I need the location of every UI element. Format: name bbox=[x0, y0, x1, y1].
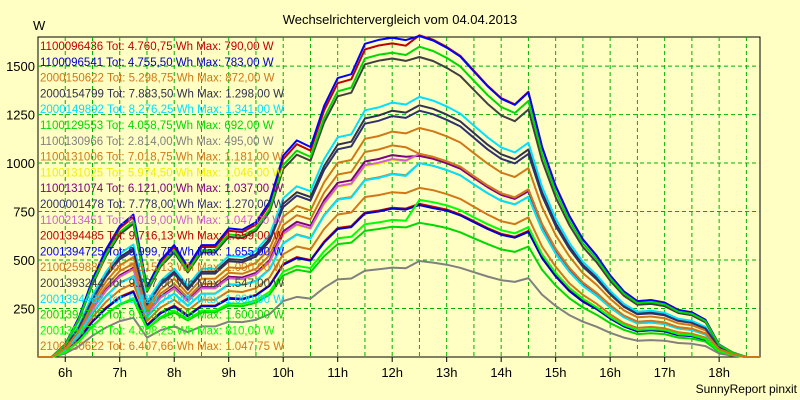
legend-entry-19: 2001394763 Tot: 4.808,25 Wh Max: 810,00 … bbox=[40, 325, 275, 337]
series-line-19 bbox=[38, 198, 760, 358]
series-line-20 bbox=[38, 144, 760, 358]
x-tick-label: 11h bbox=[327, 365, 348, 380]
x-tick-label: 6h bbox=[58, 365, 72, 380]
x-tick-label: 12h bbox=[381, 365, 403, 380]
series-line-17 bbox=[38, 162, 760, 358]
x-tick-label: 9h bbox=[221, 365, 235, 380]
legend-entry-2: 1100096541 Tot: 4.755,50 Wh Max: 783,00 … bbox=[40, 57, 274, 69]
x-tick-label: 10h bbox=[272, 365, 294, 380]
legend-entry-17: 2001394488 Tot: 5.480,75 Wh Max: 1.000,0… bbox=[40, 294, 284, 306]
legend-entry-4: 2000154799 Tot: 7.883,50 Wh Max: 1.298,0… bbox=[40, 88, 284, 100]
y-tick-label: 250 bbox=[13, 302, 35, 317]
legend-entry-8: 1100131006 Tot: 7.018,75 Wh Max: 1.181,0… bbox=[40, 152, 283, 164]
y-tick-label: 1000 bbox=[6, 156, 35, 171]
legend-entry-16: 2001393244 Tot: 9.237,00 Wh Max: 1.547,0… bbox=[40, 278, 284, 290]
legend-entry-18: 2001394745 Tot: 9.523,25 Wh Max: 1.600,0… bbox=[40, 310, 284, 322]
series-line-8 bbox=[38, 127, 760, 358]
series-line-11 bbox=[38, 109, 760, 358]
x-tick-label: 13h bbox=[436, 365, 458, 380]
y-tick-label: 1500 bbox=[6, 59, 35, 74]
y-tick-label: 500 bbox=[13, 253, 35, 268]
legend-entry-10: 1100131074 Tot: 6.121,00 Wh Max: 1.037,0… bbox=[40, 183, 283, 195]
legend-entry-3: 2000150622 Tot: 5.298,75 Wh Max: 872,00 … bbox=[40, 73, 275, 85]
legend-entry-15: 2100259887 Tot: 5.515,13 Wh Max: 1.000,0… bbox=[40, 262, 284, 274]
legend-entry-14: 2001394725 Tot: 9.999,75 Wh Max: 1.655,0… bbox=[40, 246, 284, 258]
y-tick-label: 1250 bbox=[6, 108, 35, 123]
x-tick-label: 17h bbox=[654, 365, 676, 380]
series-line-18 bbox=[38, 45, 760, 358]
legend-entry-9: 1100131025 Tot: 5.974,50 Wh Max: 1.046,0… bbox=[40, 167, 283, 179]
legend-entry-11: 2000001478 Tot: 7.778,00 Wh Max: 1.270,0… bbox=[40, 199, 284, 211]
series-line-3 bbox=[38, 186, 760, 358]
series-line-5 bbox=[38, 95, 760, 358]
x-tick-label: 14h bbox=[490, 365, 512, 380]
series-line-7 bbox=[38, 260, 760, 358]
footer-credit: SunnyReport pinxit bbox=[696, 382, 798, 396]
series-line-2 bbox=[38, 204, 760, 358]
x-tick-label: 8h bbox=[167, 365, 181, 380]
x-tick-label: 18h bbox=[708, 365, 730, 380]
series-line-14 bbox=[38, 35, 760, 358]
chart-title: Wechselrichtervergleich vom 04.04.2013 bbox=[283, 12, 518, 27]
legend-entry-13: 2001394485 Tot: 9.716,13 Wh Max: 1.659,0… bbox=[40, 231, 284, 243]
legend-entry-20: 2100250622 Tot: 6.407,66 Wh Max: 1.047,7… bbox=[40, 341, 284, 353]
legend-entry-7: 1100130966 Tot: 2.814,00 Wh Max: 495,00 … bbox=[40, 136, 274, 148]
x-tick-label: 16h bbox=[599, 365, 621, 380]
x-tick-label: 15h bbox=[545, 365, 567, 380]
legend-entry-6: 1100129553 Tot: 4.058,75 Wh Max: 692,00 … bbox=[40, 120, 274, 132]
y-axis-unit: W bbox=[33, 18, 46, 33]
legend-entry-12: 1100213451 Tot: 6.019,00 Wh Max: 1.047,0… bbox=[40, 215, 283, 227]
x-tick-label: 7h bbox=[113, 365, 127, 380]
legend-entry-1: 1100096436 Tot: 4.760,75 Wh Max: 790,00 … bbox=[40, 41, 274, 53]
y-tick-label: 750 bbox=[13, 205, 35, 220]
legend-entry-5: 2000149892 Tot: 8.276,25 Wh Max: 1.341,0… bbox=[40, 104, 284, 116]
